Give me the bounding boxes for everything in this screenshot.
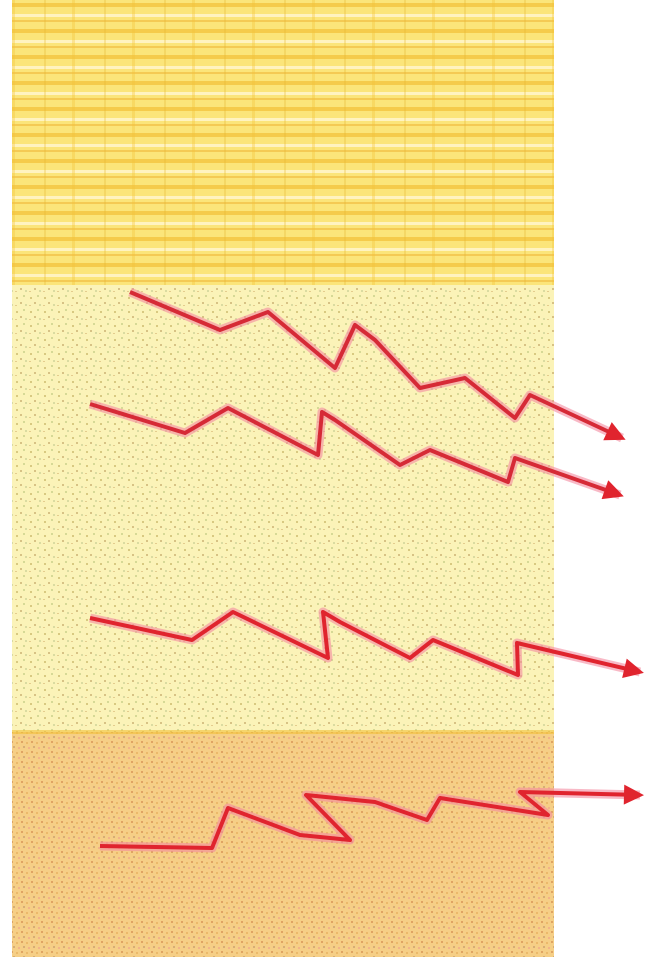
arrow-2 [88,399,624,500]
arrow-1 [128,287,626,443]
arrow-4 [99,784,644,853]
top-layer [12,0,554,285]
arrow-3 [89,607,644,680]
middle-layer [12,285,554,732]
bottom-layer [12,730,554,957]
